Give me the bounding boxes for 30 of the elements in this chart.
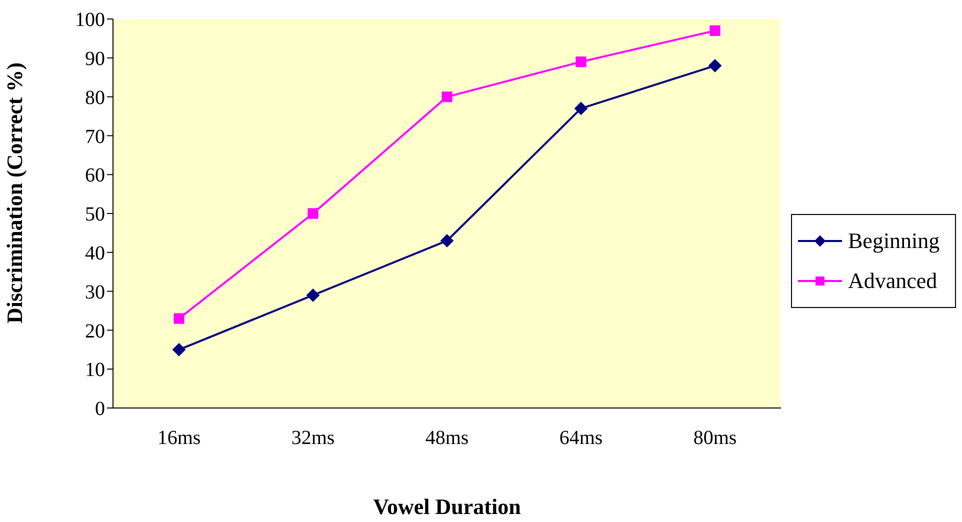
- point: [442, 92, 452, 102]
- y-tick-label: 80: [85, 86, 105, 109]
- point: [440, 234, 454, 248]
- y-axis-title: Discrimination (Correct %): [2, 62, 27, 324]
- y-tick-label: 60: [85, 164, 105, 187]
- legend-label: Beginning: [848, 228, 940, 254]
- point: [574, 102, 588, 115]
- x-axis-title: Vowel Duration: [373, 494, 521, 519]
- legend-label: Advanced: [848, 268, 938, 294]
- point: [708, 59, 722, 72]
- point: [308, 208, 318, 219]
- y-tick-label: 40: [85, 242, 105, 264]
- y-tick-label: 30: [85, 281, 105, 304]
- point: [174, 313, 184, 324]
- y-tick-label: 70: [85, 126, 105, 148]
- y-tick-label: 10: [85, 359, 105, 382]
- point: [710, 25, 720, 36]
- x-tick-label: 80ms: [693, 427, 737, 450]
- y-tick-label: 0: [95, 398, 105, 420]
- x-tick-label: 16ms: [157, 427, 201, 450]
- x-tick-label: 48ms: [425, 427, 469, 450]
- point: [576, 56, 586, 68]
- y-tick-label: 90: [85, 48, 105, 70]
- y-tick-label: 20: [85, 320, 105, 342]
- x-tick-label: 32ms: [291, 427, 335, 450]
- y-tick-label: 100: [75, 9, 105, 32]
- y-tick-label: 50: [85, 204, 105, 226]
- point: [306, 288, 320, 302]
- x-tick-label: 64ms: [559, 427, 603, 450]
- point: [172, 343, 186, 356]
